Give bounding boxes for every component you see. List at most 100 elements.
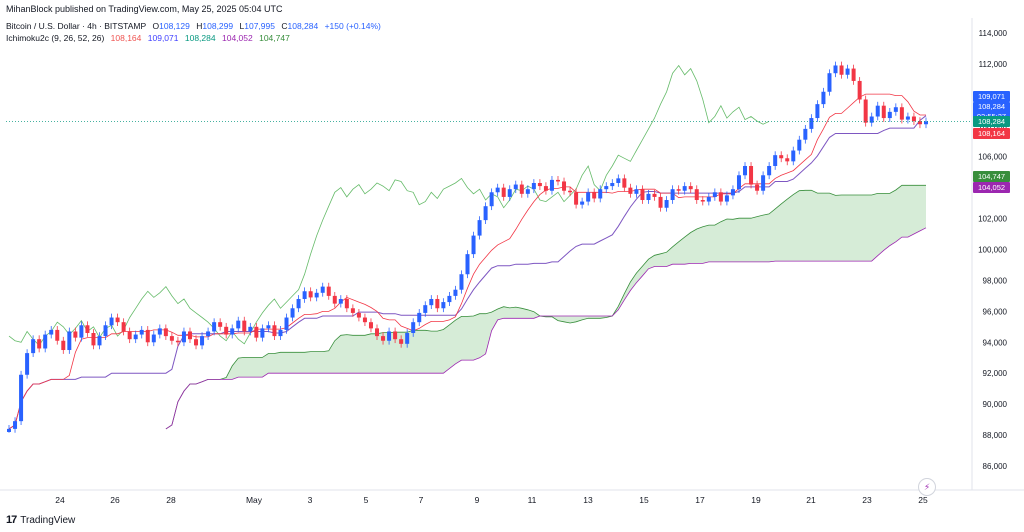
candle-body[interactable] [555, 179, 560, 182]
candle-body[interactable] [483, 206, 488, 221]
candle-body[interactable] [157, 328, 162, 335]
candle-body[interactable] [628, 187, 633, 194]
candle-body[interactable] [151, 334, 156, 343]
candle-body[interactable] [91, 333, 96, 346]
candle-body[interactable] [875, 105, 880, 117]
candle-body[interactable] [405, 333, 410, 344]
candle-body[interactable] [839, 65, 844, 75]
candle-body[interactable] [453, 289, 458, 296]
candle-body[interactable] [393, 331, 398, 340]
candle-body[interactable] [863, 99, 868, 123]
candle-body[interactable] [924, 121, 928, 125]
candle-body[interactable] [519, 184, 524, 194]
candle-body[interactable] [338, 298, 343, 304]
candle-body[interactable] [911, 116, 916, 122]
indicator-name[interactable]: Ichimoku2c (9, 26, 52, 26) [6, 33, 105, 43]
candle-body[interactable] [610, 183, 615, 187]
candle-body[interactable] [417, 312, 422, 323]
candle-body[interactable] [869, 116, 874, 123]
candle-body[interactable] [779, 155, 784, 159]
candle-body[interactable] [7, 428, 11, 432]
candle-body[interactable] [730, 189, 735, 196]
candle-body[interactable] [477, 220, 482, 236]
candle-body[interactable] [586, 192, 591, 202]
candle-body[interactable] [290, 308, 295, 318]
candle-body[interactable] [308, 291, 313, 298]
candle-body[interactable] [833, 65, 838, 74]
candle-body[interactable] [350, 308, 355, 313]
candle-body[interactable] [471, 235, 476, 255]
candle-body[interactable] [248, 326, 253, 332]
candle-body[interactable] [851, 68, 856, 81]
candle-body[interactable] [652, 193, 657, 197]
candle-body[interactable] [230, 328, 235, 335]
candle-body[interactable] [326, 286, 331, 296]
candle-body[interactable] [676, 189, 681, 191]
candle-body[interactable] [399, 339, 404, 344]
candle-body[interactable] [459, 274, 464, 290]
candle-body[interactable] [103, 325, 108, 337]
candle-body[interactable] [773, 155, 778, 166]
candle-body[interactable] [646, 193, 651, 201]
candle-body[interactable] [507, 189, 512, 197]
candle-body[interactable] [296, 298, 301, 309]
candle-body[interactable] [200, 336, 205, 346]
candle-body[interactable] [712, 192, 717, 197]
candle-body[interactable] [356, 312, 361, 318]
candle-body[interactable] [115, 317, 120, 323]
candle-body[interactable] [13, 421, 18, 429]
candle-body[interactable] [344, 298, 349, 309]
candle-body[interactable] [700, 200, 705, 202]
candle-body[interactable] [803, 128, 808, 140]
candle-body[interactable] [175, 340, 180, 343]
candle-body[interactable] [495, 187, 500, 193]
candle-body[interactable] [31, 339, 36, 354]
candle-body[interactable] [139, 329, 144, 335]
candle-body[interactable] [375, 328, 380, 337]
candle-body[interactable] [724, 195, 729, 202]
candle-body[interactable] [543, 186, 548, 191]
candle-body[interactable] [501, 187, 506, 197]
candle-body[interactable] [435, 298, 440, 309]
candle-body[interactable] [815, 104, 820, 119]
candle-body[interactable] [809, 118, 814, 129]
tradingview-logo[interactable]: 17 TradingView [6, 514, 75, 526]
candle-body[interactable] [682, 186, 687, 191]
candle-body[interactable] [163, 328, 168, 337]
candle-body[interactable] [187, 331, 192, 340]
candle-body[interactable] [423, 305, 428, 313]
candle-body[interactable] [604, 186, 609, 190]
candle-body[interactable] [905, 116, 910, 120]
candle-body[interactable] [381, 336, 386, 341]
candle-body[interactable] [489, 192, 494, 207]
candle-body[interactable] [549, 179, 554, 191]
candle-body[interactable] [531, 183, 536, 190]
candle-body[interactable] [362, 317, 367, 323]
candle-body[interactable] [368, 322, 373, 329]
candle-body[interactable] [821, 91, 826, 105]
candle-body[interactable] [887, 111, 892, 119]
candle-body[interactable] [670, 189, 675, 201]
candle-body[interactable] [785, 158, 790, 162]
candle-body[interactable] [899, 107, 904, 120]
candle-body[interactable] [218, 322, 223, 327]
candle-body[interactable] [194, 339, 199, 346]
candle-body[interactable] [79, 325, 84, 338]
candle-body[interactable] [169, 336, 174, 341]
candle-body[interactable] [718, 192, 723, 202]
candle-body[interactable] [181, 331, 186, 343]
candle-body[interactable] [429, 298, 434, 306]
candle-body[interactable] [49, 329, 54, 335]
candle-body[interactable] [61, 340, 66, 351]
candle-body[interactable] [525, 189, 530, 194]
candle-body[interactable] [791, 150, 796, 162]
candle-body[interactable] [332, 295, 337, 304]
candle-body[interactable] [284, 317, 289, 330]
candle-body[interactable] [827, 73, 832, 92]
candle-body[interactable] [109, 317, 114, 326]
candle-body[interactable] [236, 320, 241, 329]
candle-body[interactable] [441, 302, 446, 309]
candle-body[interactable] [97, 336, 102, 346]
candle-body[interactable] [622, 178, 627, 188]
candle-body[interactable] [206, 331, 211, 337]
